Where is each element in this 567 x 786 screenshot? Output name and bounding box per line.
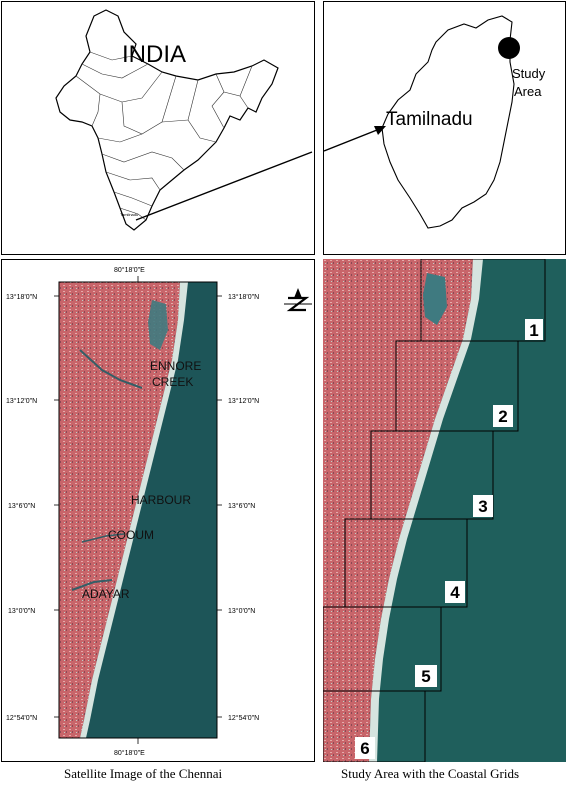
bottom-longitude-label: 80°18'0"E bbox=[114, 749, 145, 757]
tamilnadu-outline-map: Tamilnadu Study Area bbox=[324, 15, 546, 229]
right-latitude-5: 12°54'0"N bbox=[228, 714, 259, 722]
right-latitude-1: 13°18'0"N bbox=[228, 293, 259, 301]
grid-label-bg-6 bbox=[355, 737, 375, 759]
satellite-coast-strip bbox=[80, 282, 188, 738]
satellite-image-land bbox=[59, 282, 180, 738]
left-latitude-4: 13°0'0"N bbox=[8, 607, 35, 615]
grid-label-2: 2 bbox=[498, 407, 507, 426]
grid-label-3: 3 bbox=[478, 497, 487, 516]
grid-caption: Study Area with the Coastal Grids bbox=[341, 766, 520, 781]
satellite-image-panel: 80°18'0"E 80°18'0"E 13°18'0"N 13°12'0"N … bbox=[1, 259, 315, 762]
study-area-marker bbox=[498, 37, 520, 59]
coastal-grid-map: 1 2 3 4 5 6 bbox=[323, 259, 566, 762]
study-area-label-line1: Study bbox=[512, 66, 546, 81]
tamilnadu-border bbox=[381, 15, 515, 229]
left-latitude-5: 12°54'0"N bbox=[6, 714, 37, 722]
place-harbour: HARBOUR bbox=[131, 493, 191, 507]
grid-land bbox=[323, 259, 473, 762]
river-channel bbox=[79, 349, 143, 389]
coastal-grid-panel: 1 2 3 4 5 6 bbox=[323, 259, 566, 762]
left-latitude-3: 13°6'0"N bbox=[8, 502, 35, 510]
top-longitude-label: 80°18'0"E bbox=[114, 266, 145, 274]
right-latitude-4: 13°0'0"N bbox=[228, 607, 255, 615]
place-adayar: ADAYAR bbox=[82, 587, 130, 601]
adayar-river bbox=[71, 579, 113, 591]
left-latitude-1: 13°18'0"N bbox=[6, 293, 37, 301]
left-latitude-2: 13°12'0"N bbox=[6, 397, 37, 405]
grid-coast-strip bbox=[369, 259, 483, 762]
tamilnadu-small-label: Tamilnadu bbox=[120, 212, 138, 217]
grid-label-bg-3 bbox=[473, 495, 493, 517]
tamilnadu-title: Tamilnadu bbox=[386, 109, 473, 130]
state-boundaries bbox=[75, 51, 253, 221]
india-border bbox=[55, 9, 279, 231]
coordinate-ticks bbox=[54, 276, 222, 744]
pointer-arrow-line bbox=[135, 151, 313, 221]
grid-ennore-backwater bbox=[423, 273, 447, 325]
grid-box-6 bbox=[323, 690, 426, 762]
coastal-grid-boxes bbox=[323, 259, 546, 762]
india-map-panel: INDIA Tamilnadu bbox=[1, 1, 315, 255]
satellite-map: 80°18'0"E 80°18'0"E 13°18'0"N 13°12'0"N … bbox=[6, 266, 312, 757]
grid-label-bg-4 bbox=[445, 581, 465, 603]
arrowhead bbox=[374, 126, 386, 135]
right-latitude-3: 13°6'0"N bbox=[228, 502, 255, 510]
grid-label-4: 4 bbox=[450, 583, 460, 602]
grid-label-1: 1 bbox=[529, 321, 538, 340]
satellite-caption: Satellite Image of the Chennai bbox=[64, 766, 223, 781]
place-ennore: ENNORE bbox=[150, 359, 201, 373]
pointer-arrow-continuation bbox=[324, 127, 383, 152]
north-arrow-icon bbox=[284, 288, 312, 312]
grid-label-bg-5 bbox=[415, 665, 437, 687]
grid-label-bg-1 bbox=[525, 319, 543, 340]
place-creek: CREEK bbox=[152, 375, 193, 389]
india-outline-map: INDIA Tamilnadu bbox=[55, 9, 313, 231]
grid-label-bg-2 bbox=[493, 405, 513, 427]
right-latitude-2: 13°12'0"N bbox=[228, 397, 259, 405]
cooum-river bbox=[81, 533, 125, 543]
tamilnadu-map-panel: Tamilnadu Study Area bbox=[323, 1, 566, 255]
grid-label-5: 5 bbox=[421, 667, 430, 686]
place-cooum: COOUM bbox=[108, 528, 154, 542]
india-title: INDIA bbox=[122, 41, 186, 68]
study-area-label-line2: Area bbox=[514, 84, 542, 99]
grid-label-6: 6 bbox=[360, 739, 369, 758]
ennore-backwater bbox=[148, 300, 168, 350]
